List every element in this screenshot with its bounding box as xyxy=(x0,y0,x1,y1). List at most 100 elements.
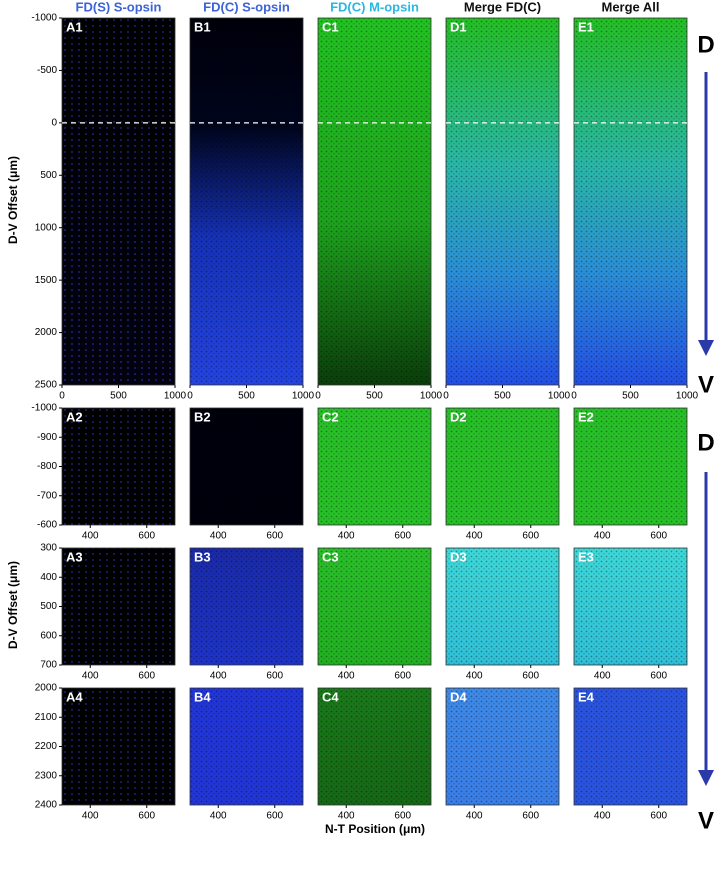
panel-label: B3 xyxy=(194,549,211,564)
panel-frame xyxy=(573,687,688,806)
panel-label: D4 xyxy=(450,689,467,704)
panel-texture xyxy=(318,548,431,665)
panel-texture xyxy=(190,18,303,385)
y-axis-label: D-V Offset (μm) xyxy=(6,561,20,649)
x-tick-label: 400 xyxy=(210,671,227,682)
x-tick-label: 400 xyxy=(594,671,611,682)
y-tick-label: 500 xyxy=(40,170,57,181)
panel-texture xyxy=(62,548,175,665)
panel-frame xyxy=(573,407,688,526)
panel-frame xyxy=(445,687,560,806)
x-tick-label: 500 xyxy=(238,391,255,402)
y-tick-label: -1000 xyxy=(31,13,57,24)
y-tick-label: 700 xyxy=(40,660,57,671)
panel-frame xyxy=(445,547,560,666)
y-tick-label: 2000 xyxy=(35,683,58,694)
y-tick-label: 2100 xyxy=(35,712,58,723)
x-tick-label: 1000 xyxy=(164,391,187,402)
x-tick-label: 500 xyxy=(366,391,383,402)
x-tick-label: 600 xyxy=(138,671,155,682)
x-tick-label: 1000 xyxy=(548,391,571,402)
panel-texture xyxy=(190,548,303,665)
x-tick-label: 600 xyxy=(522,671,539,682)
x-tick-label: 0 xyxy=(59,391,65,402)
y-tick-label: -700 xyxy=(37,490,57,501)
panel-texture xyxy=(574,18,687,385)
x-tick-label: 0 xyxy=(187,391,193,402)
x-tick-label: 600 xyxy=(266,811,283,822)
panel-texture xyxy=(62,408,175,525)
x-tick-label: 500 xyxy=(494,391,511,402)
x-tick-label: 600 xyxy=(650,671,667,682)
panel-texture xyxy=(190,688,303,805)
x-tick-label: 400 xyxy=(82,531,99,542)
x-tick-label: 600 xyxy=(394,671,411,682)
direction-top: D xyxy=(697,429,714,456)
x-tick-label: 600 xyxy=(522,531,539,542)
x-tick-label: 400 xyxy=(82,671,99,682)
y-tick-label: 2500 xyxy=(35,380,58,391)
panel-label: A4 xyxy=(66,689,83,704)
x-tick-label: 600 xyxy=(138,531,155,542)
panel-label: C2 xyxy=(322,409,339,424)
y-axis-label: D-V Offset (μm) xyxy=(6,156,20,244)
x-tick-label: 600 xyxy=(138,811,155,822)
panel-label: C1 xyxy=(322,19,339,34)
panel-label: D3 xyxy=(450,549,467,564)
x-tick-label: 400 xyxy=(338,531,355,542)
panel-label: C3 xyxy=(322,549,339,564)
panel-label: B4 xyxy=(194,689,211,704)
panel-frame xyxy=(317,687,432,806)
x-tick-label: 600 xyxy=(266,671,283,682)
column-title: FD(C) S-opsin xyxy=(203,0,290,14)
x-tick-label: 400 xyxy=(594,531,611,542)
column-title: FD(S) S-opsin xyxy=(76,0,162,14)
panel-texture xyxy=(574,548,687,665)
y-tick-label: 300 xyxy=(40,543,57,554)
arrow-head xyxy=(698,770,714,786)
panel-texture xyxy=(190,408,303,525)
panel-texture xyxy=(446,18,559,385)
x-tick-label: 500 xyxy=(110,391,127,402)
panel-frame xyxy=(445,407,560,526)
panel-frame xyxy=(189,407,304,526)
x-tick-label: 400 xyxy=(466,671,483,682)
x-tick-label: 0 xyxy=(315,391,321,402)
column-title: Merge All xyxy=(601,0,659,14)
arrow-head xyxy=(698,340,714,356)
x-tick-label: 500 xyxy=(622,391,639,402)
x-tick-label: 0 xyxy=(571,391,577,402)
panel-texture xyxy=(62,18,175,385)
x-axis-label: N-T Position (μm) xyxy=(325,822,425,836)
y-tick-label: 600 xyxy=(40,630,57,641)
x-tick-label: 400 xyxy=(210,531,227,542)
x-tick-label: 600 xyxy=(394,811,411,822)
x-tick-label: 600 xyxy=(522,811,539,822)
y-tick-label: 2400 xyxy=(35,800,58,811)
x-tick-label: 1000 xyxy=(292,391,315,402)
x-tick-label: 400 xyxy=(82,811,99,822)
y-tick-label: -800 xyxy=(37,461,57,472)
panel-label: E4 xyxy=(578,689,595,704)
panel-label: A1 xyxy=(66,19,83,34)
direction-bottom: V xyxy=(698,371,714,398)
x-tick-label: 1000 xyxy=(676,391,699,402)
x-tick-label: 400 xyxy=(466,531,483,542)
column-title: Merge FD(C) xyxy=(464,0,541,14)
x-tick-label: 400 xyxy=(466,811,483,822)
y-tick-label: 1500 xyxy=(35,275,58,286)
x-tick-label: 600 xyxy=(650,811,667,822)
panel-label: C4 xyxy=(322,689,339,704)
x-tick-label: 1000 xyxy=(420,391,443,402)
panel-frame xyxy=(317,547,432,666)
panel-label: E3 xyxy=(578,549,594,564)
x-tick-label: 600 xyxy=(394,531,411,542)
x-tick-label: 400 xyxy=(338,671,355,682)
y-tick-label: -500 xyxy=(37,65,57,76)
panel-texture xyxy=(574,408,687,525)
panel-frame xyxy=(189,547,304,666)
panel-label: E2 xyxy=(578,409,594,424)
panel-texture xyxy=(318,688,431,805)
x-tick-label: 400 xyxy=(338,811,355,822)
panel-frame xyxy=(573,547,688,666)
